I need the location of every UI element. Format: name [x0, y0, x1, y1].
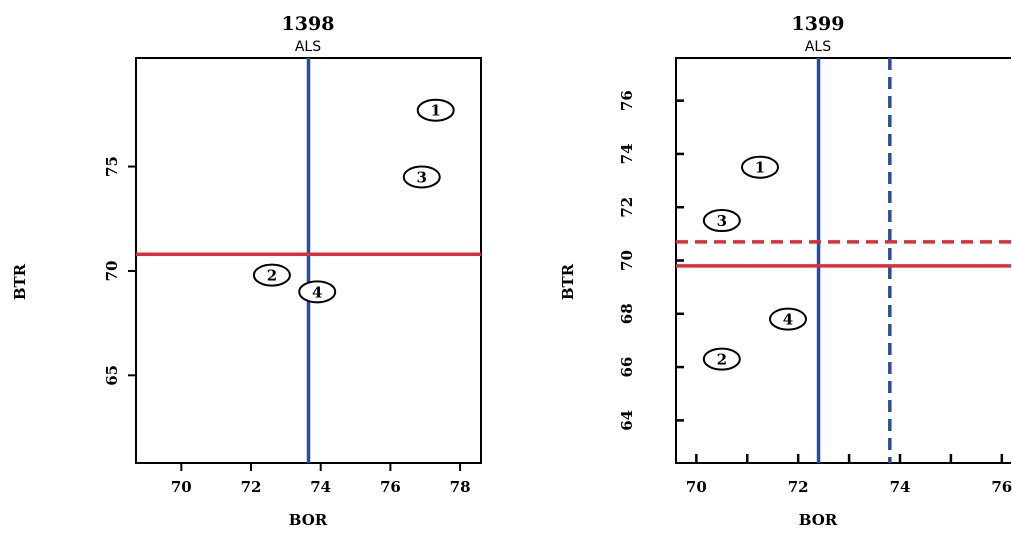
- point-label: 2: [267, 267, 277, 285]
- y-tick-label: 70: [618, 250, 636, 271]
- x-tick-label: 70: [171, 478, 192, 496]
- point-marker: [416, 98, 455, 122]
- x-tick-label: 76: [380, 478, 401, 496]
- point-2: 2: [702, 347, 741, 371]
- point-label: 4: [312, 283, 322, 301]
- y-tick-label: 64: [618, 410, 636, 431]
- y-tick-label: 70: [103, 261, 121, 282]
- chart-title: 1398: [282, 13, 335, 35]
- x-tick-label: 72: [788, 478, 809, 496]
- x-tick-label: 74: [310, 478, 331, 496]
- point-2: 2: [252, 263, 291, 287]
- point-1: 1: [416, 98, 455, 122]
- point-marker: [252, 263, 291, 287]
- point-label: 4: [783, 311, 793, 329]
- point-3: 3: [402, 165, 441, 189]
- x-axis-label: BOR: [289, 511, 328, 529]
- point-marker: [741, 155, 779, 179]
- panel-1399: 1399 ALS 70 72 74 76 64 66 68 70 72 74 76 BOR BTR 1 2 3 4: [559, 13, 1012, 529]
- point-label: 1: [430, 102, 440, 120]
- x-tick-label: 72: [241, 478, 262, 496]
- chart-subtitle: ALS: [805, 39, 831, 55]
- point-marker: [702, 209, 741, 233]
- y-tick-label: 72: [618, 197, 636, 218]
- point-marker: [298, 280, 337, 304]
- point-label: 1: [755, 159, 765, 177]
- point-4: 4: [769, 307, 807, 331]
- y-tick-label: 68: [618, 303, 636, 324]
- point-marker: [769, 307, 807, 331]
- x-axis-label: BOR: [799, 511, 838, 529]
- point-3: 3: [702, 209, 741, 233]
- point-4: 4: [298, 280, 337, 304]
- y-tick-label: 75: [103, 156, 121, 177]
- chart-subtitle: ALS: [295, 39, 321, 55]
- y-tick-label: 65: [103, 365, 121, 386]
- y-tick-label: 76: [618, 90, 636, 111]
- x-tick-label: 74: [890, 478, 911, 496]
- chart-title: 1399: [792, 13, 845, 35]
- plot-frame: [675, 57, 1011, 464]
- y-tick-label: 66: [618, 357, 636, 378]
- point-label: 3: [417, 168, 427, 186]
- point-label: 2: [717, 351, 727, 369]
- x-tick-label: 76: [991, 478, 1012, 496]
- x-tick-label: 78: [450, 478, 471, 496]
- point-marker: [402, 165, 441, 189]
- y-axis-label: BTR: [11, 263, 29, 300]
- point-marker: [702, 347, 741, 371]
- point-label: 3: [717, 212, 727, 230]
- x-tick-label: 70: [686, 478, 707, 496]
- y-tick-label: 74: [618, 143, 636, 164]
- panel-1398: 1398 ALS 70 72 74 76 78 65 70 75 BOR BTR 1 2 3 4: [11, 13, 482, 529]
- y-axis-label: BTR: [559, 263, 577, 300]
- point-1: 1: [741, 155, 779, 179]
